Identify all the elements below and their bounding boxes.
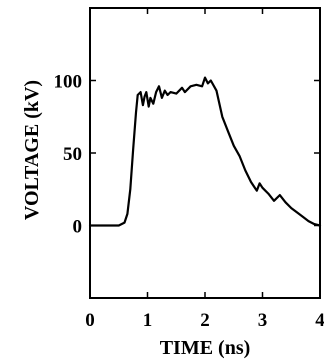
x-tick-label: 1 (143, 310, 153, 331)
y-axis-title: VOLTAGE (kV) (21, 80, 43, 220)
y-tick-label: 100 (54, 72, 83, 93)
x-tick-label: 2 (200, 310, 210, 331)
axis-ticks (89, 8, 321, 298)
series-line (88, 76, 322, 227)
x-tick-label: 4 (315, 310, 324, 331)
y-tick-label: 0 (73, 217, 83, 238)
x-tick-label: 3 (258, 310, 268, 331)
x-axis-title: TIME (ns) (160, 337, 251, 359)
plot-frame (89, 7, 321, 299)
y-tick-label: 50 (63, 144, 82, 165)
x-tick-label: 0 (85, 310, 95, 331)
tick-labels: 0 1 2 3 4 0 50 100 (54, 72, 324, 332)
